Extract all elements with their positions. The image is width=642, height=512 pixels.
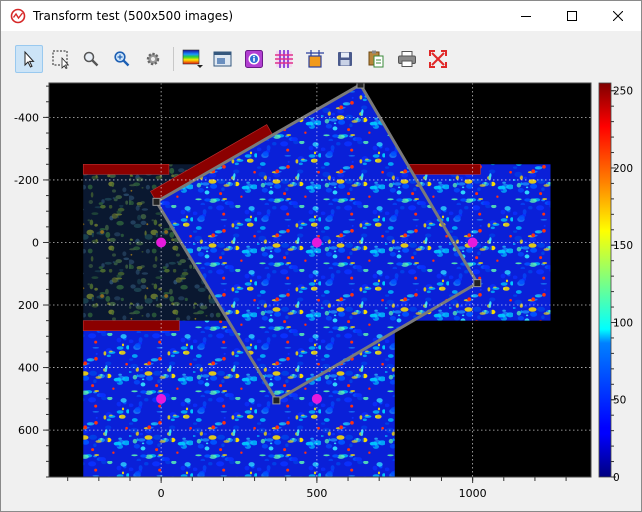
zoom-fit-tool-button[interactable] (108, 45, 136, 73)
fullscreen-tool-button[interactable] (424, 45, 452, 73)
save-tool-button[interactable] (331, 45, 359, 73)
image-top-left-label-bar (82, 164, 170, 175)
minimize-icon (521, 16, 531, 17)
window-title: Transform test (500x500 images) (33, 9, 234, 23)
zoom-tool-button[interactable] (77, 45, 105, 73)
resize-handle[interactable] (356, 81, 365, 89)
resize-handle[interactable] (152, 197, 161, 206)
center-marker[interactable] (467, 237, 478, 248)
app-logo-icon (10, 8, 26, 24)
magnifier-icon (83, 51, 99, 67)
image-bottom-left-label-bar (82, 320, 180, 331)
colorbar-tick-label: 150 (613, 240, 633, 252)
fullscreen-icon (429, 50, 447, 68)
center-marker[interactable] (156, 237, 167, 248)
y-tick-label: 600 (18, 424, 39, 437)
grid-icon (275, 50, 293, 68)
copy-icon (368, 50, 384, 68)
colormap-icon (182, 49, 203, 68)
resize-handle[interactable] (473, 279, 482, 288)
center-marker[interactable] (311, 237, 322, 248)
settings-tool-button[interactable] (139, 45, 167, 73)
shape-icon (306, 50, 324, 68)
plot-area: 0 500 1000 -400 -200 0 200 400 600 0 50 100 150 200 25… (1, 77, 641, 511)
y-tick-label: 400 (18, 362, 39, 375)
close-icon (613, 11, 623, 21)
close-button[interactable] (595, 1, 641, 31)
maximize-button[interactable] (549, 1, 595, 31)
colorbar-tick-label: 100 (613, 317, 633, 329)
shape-tool-button[interactable] (301, 45, 329, 73)
y-tick-label: -200 (14, 174, 39, 187)
x-tick-label: 1000 (459, 487, 487, 500)
resize-handle[interactable] (272, 396, 281, 405)
print-tool-button[interactable] (393, 45, 421, 73)
colorbar-tick-label: 0 (613, 472, 620, 484)
info-tool-button[interactable] (240, 45, 268, 73)
colorbar-tick-label: 200 (613, 163, 633, 175)
printer-icon (398, 51, 416, 67)
colorbar[interactable] (598, 82, 612, 478)
floppy-icon (338, 52, 352, 66)
toolbar (1, 41, 641, 77)
copy-tool-button[interactable] (362, 45, 390, 73)
toolbar-separator (173, 47, 174, 71)
colormap-tool-button[interactable] (179, 45, 207, 73)
rect-zoom-tool-button[interactable] (47, 45, 75, 73)
center-marker[interactable] (311, 393, 322, 404)
title-bar: Transform test (500x500 images) (1, 1, 641, 31)
image-window-icon (213, 51, 232, 67)
select-tool-button[interactable] (15, 45, 43, 73)
gear-icon (146, 52, 160, 66)
y-tick-label: 0 (32, 236, 39, 249)
y-tick-label: -400 (14, 111, 39, 124)
x-tick-label: 500 (306, 487, 327, 500)
plot-frame (48, 82, 592, 478)
y-tick-label: 200 (18, 299, 39, 312)
x-tick-label: 0 (158, 487, 165, 500)
select-rect-icon (52, 50, 70, 69)
magnifier-fit-icon (114, 51, 130, 67)
colorbar-tick-label: 50 (613, 395, 626, 407)
image-tool-button[interactable] (209, 45, 237, 73)
colorbar-tick-label: 250 (613, 86, 633, 98)
info-icon (245, 50, 263, 68)
cursor-arrow-icon (24, 50, 35, 68)
plot-canvas[interactable]: 0 500 1000 -400 -200 0 200 400 600 0 50 100 150 200 25… (1, 77, 641, 511)
center-marker[interactable] (156, 393, 167, 404)
maximize-icon (567, 11, 577, 21)
minimize-button[interactable] (503, 1, 549, 31)
grid-tool-button[interactable] (270, 45, 298, 73)
